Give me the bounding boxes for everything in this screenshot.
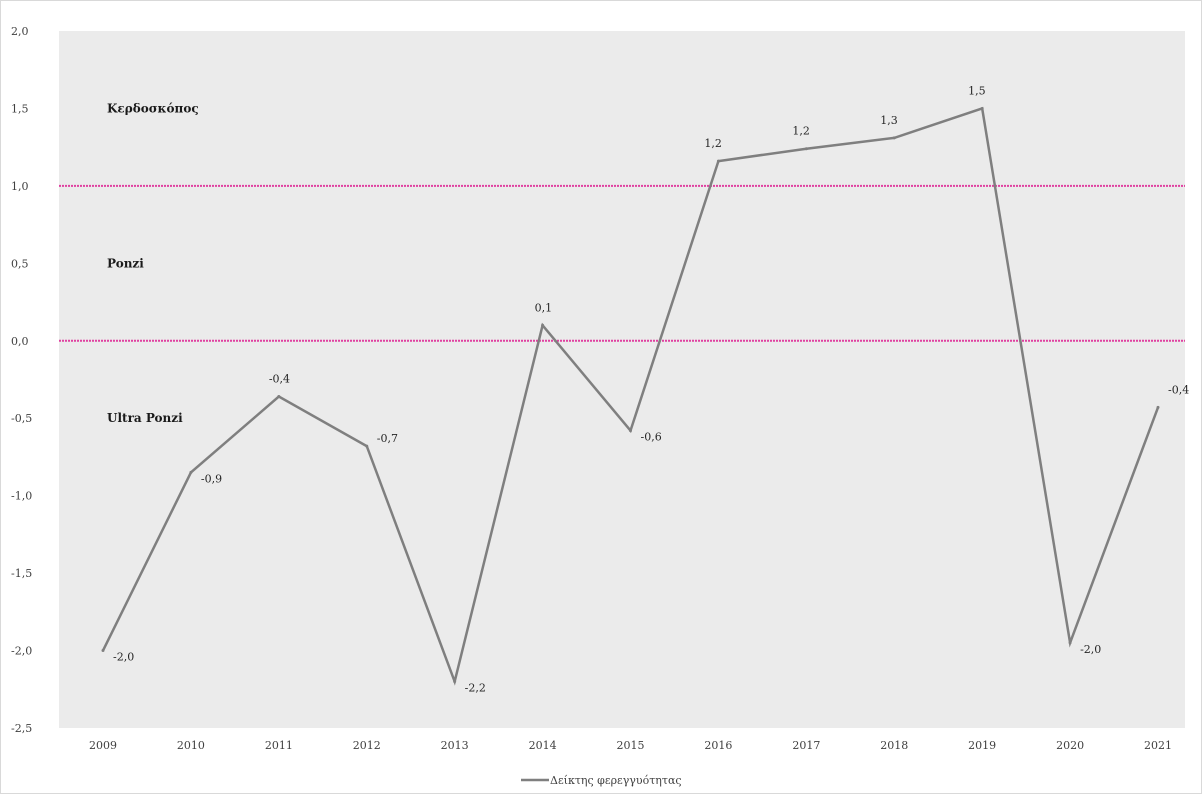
data-label: -2,0 [1080, 643, 1101, 656]
data-point [1068, 641, 1072, 645]
zone-label: Ultra Ponzi [107, 411, 183, 425]
x-tick-label: 2011 [265, 739, 293, 752]
data-label: 1,2 [704, 137, 722, 150]
y-tick-label: -1,5 [11, 567, 32, 580]
data-point [980, 106, 984, 110]
x-tick-label: 2012 [353, 739, 381, 752]
legend-label: Δείκτης φερεγγυότητας [550, 774, 682, 787]
data-label: -0,7 [377, 432, 398, 445]
y-tick-label: -0,5 [11, 412, 32, 425]
data-point [629, 429, 632, 433]
data-point [892, 136, 896, 140]
data-label: -2,0 [113, 651, 134, 664]
data-label: -0,9 [201, 472, 222, 485]
data-point [453, 680, 457, 684]
data-point [804, 147, 808, 151]
data-point [365, 444, 369, 448]
data-label: 1,5 [968, 84, 986, 97]
data-label: -0,4 [269, 373, 290, 386]
x-tick-label: 2017 [792, 739, 820, 752]
data-label: -0,6 [641, 431, 662, 444]
y-tick-label: 0,5 [11, 257, 29, 270]
y-tick-label: 0,0 [11, 335, 29, 348]
x-tick-label: 2013 [441, 739, 469, 752]
y-tick-label: -1,0 [11, 490, 32, 503]
y-tick-label: 1,5 [11, 102, 29, 115]
x-tick-label: 2015 [617, 739, 645, 752]
data-label: -0,4 [1168, 383, 1189, 396]
data-point [277, 395, 281, 399]
x-tick-label: 2021 [1144, 739, 1172, 752]
data-point [101, 649, 105, 653]
y-tick-label: -2,5 [11, 722, 32, 735]
data-label: 0,1 [535, 301, 553, 314]
data-label: 1,2 [792, 125, 810, 138]
y-tick-label: 1,0 [11, 180, 29, 193]
x-tick-label: 2019 [968, 739, 996, 752]
zone-label: Ponzi [107, 256, 144, 270]
zone-label: Κερδοσκόπος [107, 101, 199, 115]
x-tick-label: 2010 [177, 739, 205, 752]
y-tick-label: -2,0 [11, 645, 32, 658]
plot-area [59, 31, 1185, 728]
data-label: 1,3 [880, 114, 898, 127]
x-tick-label: 2016 [704, 739, 732, 752]
y-tick-label: 2,0 [11, 25, 29, 38]
data-point [716, 159, 720, 163]
data-point [1156, 405, 1160, 409]
data-point [189, 470, 193, 474]
data-point [541, 323, 545, 327]
x-tick-label: 2020 [1056, 739, 1084, 752]
data-label: -2,2 [465, 682, 486, 695]
x-tick-label: 2009 [89, 739, 117, 752]
x-tick-label: 2014 [529, 739, 557, 752]
x-tick-label: 2018 [880, 739, 908, 752]
